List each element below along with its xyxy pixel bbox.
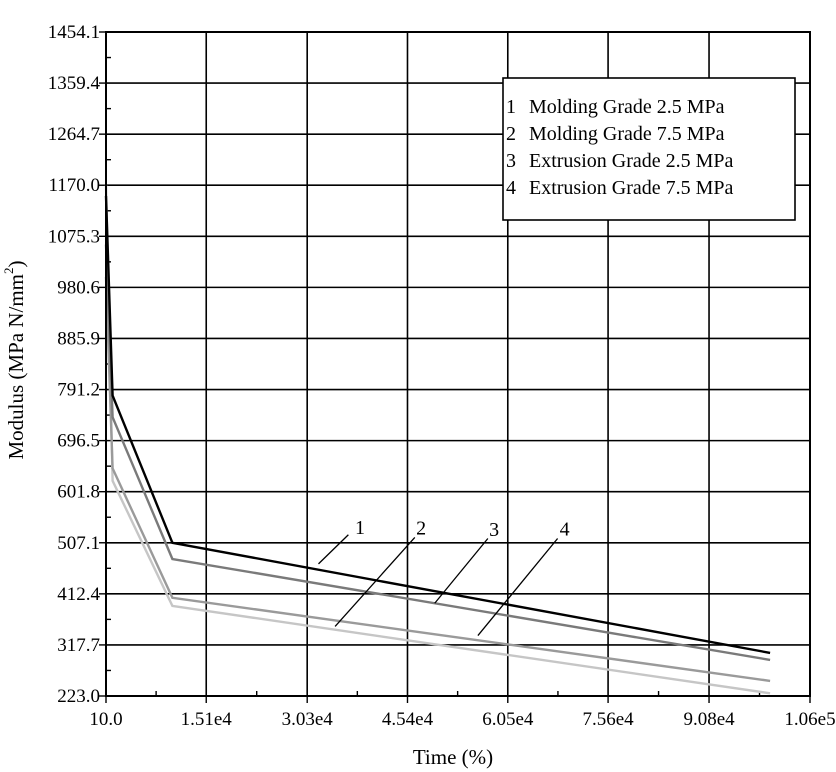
callout-label-4: 4 <box>560 518 570 540</box>
legend-number-3: 3 <box>506 150 516 172</box>
y-axis-title: Modulus (MPa N/mm2) <box>1 260 27 459</box>
x-tick-label: 7.56e4 <box>582 709 634 730</box>
legend-number-2: 2 <box>506 123 516 145</box>
series-lines <box>104 185 771 695</box>
legend-number-4: 4 <box>506 177 516 199</box>
legend-label-3: Extrusion Grade 2.5 MPa <box>529 150 734 172</box>
callout-leader-4 <box>477 538 559 637</box>
legend-label-4: Extrusion Grade 7.5 MPa <box>529 177 734 199</box>
y-tick-label: 1359.4 <box>48 73 101 94</box>
y-tick-label: 601.8 <box>57 482 100 503</box>
callout-label-1: 1 <box>355 517 365 539</box>
series-line-1 <box>104 195 771 655</box>
y-axis-title-superscript: 2 <box>1 267 16 274</box>
x-tick-labels: 10.0 1.51e4 3.03e4 4.54e4 6.05e4 7.56e4 9.08e4… <box>89 709 835 730</box>
y-tick-label: 980.6 <box>57 277 100 298</box>
callout-leader-1 <box>318 534 349 565</box>
y-tick-label: 885.9 <box>57 328 100 349</box>
y-tick-label: 1075.3 <box>48 226 100 247</box>
y-tick-labels: 223.0 317.7 412.4 507.1 601.8 696.5 791.2 885.9… <box>48 22 101 707</box>
y-tick-label: 507.1 <box>57 533 100 554</box>
x-axis-title: Time (%) <box>413 745 493 769</box>
y-tick-label: 1170.0 <box>48 175 100 196</box>
x-tick-label: 3.03e4 <box>282 709 334 730</box>
y-tick-label: 696.5 <box>57 431 100 452</box>
y-tick-label: 1264.7 <box>48 124 100 145</box>
y-tick-label: 223.0 <box>57 686 100 707</box>
legend-label-1: Molding Grade 2.5 MPa <box>529 96 725 118</box>
y-tick-label: 791.2 <box>57 380 100 401</box>
y-axis-title-close: ) <box>4 260 28 267</box>
series-line-3 <box>104 276 771 683</box>
callout-leader-3 <box>434 538 489 604</box>
series-callouts: 1 2 3 4 <box>318 517 570 637</box>
x-tick-label: 1.06e5 <box>784 709 835 730</box>
y-tick-label: 1454.1 <box>48 22 100 43</box>
x-tick-label: 6.05e4 <box>482 709 534 730</box>
legend-number-1: 1 <box>506 96 516 118</box>
callout-label-2: 2 <box>416 518 426 540</box>
legend-label-2: Molding Grade 7.5 MPa <box>529 123 725 145</box>
legend: 1 Molding Grade 2.5 MPa 2 Molding Grade 7.5… <box>502 77 796 221</box>
legend-box <box>502 77 796 221</box>
x-tick-label: 9.08e4 <box>683 709 735 730</box>
x-tick-label: 10.0 <box>89 709 122 730</box>
plot-frame <box>105 31 811 697</box>
callout-leader-2 <box>334 536 416 627</box>
y-tick-label: 317.7 <box>57 635 100 656</box>
y-tick-label: 412.4 <box>57 584 100 605</box>
x-tick-label: 1.51e4 <box>181 709 233 730</box>
y-axis-title-main: Modulus (MPa N/mm <box>4 274 28 460</box>
callout-label-3: 3 <box>489 519 499 541</box>
x-tick-label: 4.54e4 <box>382 709 434 730</box>
